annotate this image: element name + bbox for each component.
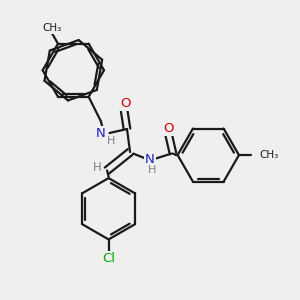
Text: Cl: Cl bbox=[102, 252, 115, 265]
Text: H: H bbox=[106, 136, 115, 146]
Text: H: H bbox=[148, 164, 157, 175]
Text: CH₃: CH₃ bbox=[42, 23, 62, 34]
Text: CH₃: CH₃ bbox=[259, 150, 278, 160]
Text: O: O bbox=[163, 122, 174, 135]
Text: N: N bbox=[95, 127, 105, 140]
Text: N: N bbox=[145, 153, 155, 166]
Text: O: O bbox=[120, 97, 131, 110]
Text: H: H bbox=[93, 161, 102, 174]
